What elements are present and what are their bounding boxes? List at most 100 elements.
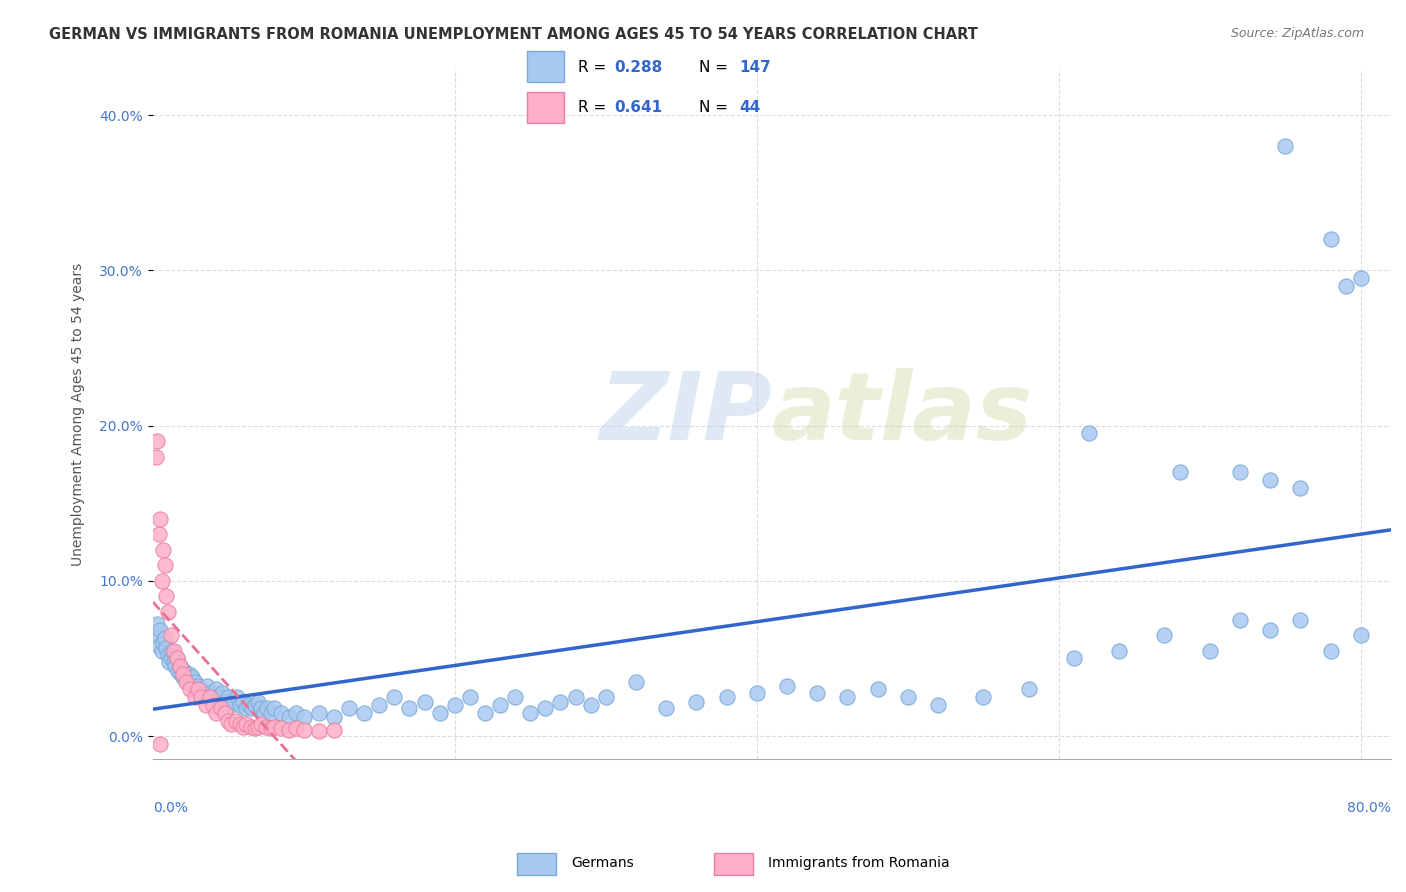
- Point: [1229, 465, 1251, 479]
- Text: 0.288: 0.288: [614, 60, 664, 75]
- Point: [217, 714, 239, 728]
- Text: R =: R =: [578, 60, 610, 75]
- Point: [219, 698, 242, 712]
- Point: [245, 698, 267, 712]
- Point: [156, 605, 179, 619]
- Point: [184, 690, 207, 705]
- Point: [202, 698, 225, 712]
- Point: [172, 667, 194, 681]
- Point: [155, 640, 177, 655]
- Point: [198, 685, 221, 699]
- Text: N =: N =: [699, 60, 733, 75]
- Point: [1350, 628, 1372, 642]
- Point: [160, 651, 183, 665]
- Point: [1198, 643, 1220, 657]
- Point: [1319, 643, 1341, 657]
- Point: [1108, 643, 1130, 657]
- Point: [198, 690, 221, 705]
- Point: [226, 690, 249, 705]
- FancyBboxPatch shape: [527, 52, 564, 82]
- Text: 147: 147: [740, 60, 772, 75]
- Point: [1274, 139, 1296, 153]
- Point: [285, 706, 308, 720]
- Point: [1350, 271, 1372, 285]
- Point: [235, 716, 257, 731]
- Point: [745, 685, 768, 699]
- Point: [225, 714, 247, 728]
- Point: [179, 682, 201, 697]
- Point: [157, 655, 180, 669]
- Point: [190, 682, 212, 697]
- Point: [235, 701, 257, 715]
- Point: [806, 685, 828, 699]
- Text: 44: 44: [740, 100, 761, 115]
- Point: [150, 574, 173, 588]
- Point: [308, 724, 330, 739]
- Point: [972, 690, 994, 705]
- Point: [219, 716, 242, 731]
- Text: ZIP: ZIP: [599, 368, 772, 460]
- Point: [145, 450, 167, 464]
- Point: [194, 698, 217, 712]
- Text: GERMAN VS IMMIGRANTS FROM ROMANIA UNEMPLOYMENT AMONG AGES 45 TO 54 YEARS CORRELA: GERMAN VS IMMIGRANTS FROM ROMANIA UNEMPL…: [49, 27, 979, 42]
- Point: [187, 679, 209, 693]
- Point: [285, 721, 308, 735]
- Point: [152, 542, 174, 557]
- Point: [353, 706, 375, 720]
- Point: [323, 710, 346, 724]
- Point: [217, 690, 239, 705]
- Point: [250, 716, 273, 731]
- Point: [146, 434, 169, 449]
- Point: [186, 682, 208, 697]
- Point: [232, 695, 254, 709]
- Text: Immigrants from Romania: Immigrants from Romania: [768, 856, 949, 870]
- Point: [187, 682, 209, 697]
- Point: [413, 695, 436, 709]
- Point: [155, 590, 177, 604]
- Point: [242, 701, 264, 715]
- Point: [174, 670, 197, 684]
- Point: [224, 695, 246, 709]
- Point: [149, 512, 172, 526]
- Point: [205, 682, 228, 697]
- Text: Germans: Germans: [571, 856, 634, 870]
- Point: [153, 558, 176, 573]
- Point: [534, 701, 557, 715]
- Point: [1229, 613, 1251, 627]
- Point: [193, 685, 215, 699]
- Point: [166, 651, 188, 665]
- Text: 80.0%: 80.0%: [1347, 801, 1391, 814]
- Point: [655, 701, 678, 715]
- Point: [254, 720, 277, 734]
- Point: [148, 639, 170, 653]
- Point: [163, 643, 186, 657]
- Point: [152, 636, 174, 650]
- FancyBboxPatch shape: [527, 92, 564, 122]
- Point: [474, 706, 496, 720]
- Point: [169, 659, 191, 673]
- Point: [156, 648, 179, 663]
- Point: [238, 698, 260, 712]
- Point: [292, 710, 315, 724]
- Point: [211, 685, 233, 699]
- Point: [368, 698, 391, 712]
- Point: [897, 690, 920, 705]
- Point: [247, 720, 270, 734]
- Point: [162, 643, 184, 657]
- Point: [195, 679, 218, 693]
- FancyBboxPatch shape: [713, 853, 754, 875]
- Point: [263, 720, 285, 734]
- Point: [1258, 473, 1281, 487]
- Point: [429, 706, 451, 720]
- Point: [270, 706, 292, 720]
- Point: [247, 695, 270, 709]
- Point: [150, 643, 173, 657]
- Point: [245, 721, 267, 735]
- Point: [1018, 682, 1040, 697]
- Point: [177, 667, 200, 681]
- FancyBboxPatch shape: [517, 853, 557, 875]
- Point: [153, 632, 176, 646]
- Point: [149, 624, 172, 638]
- Point: [214, 695, 236, 709]
- Point: [716, 690, 738, 705]
